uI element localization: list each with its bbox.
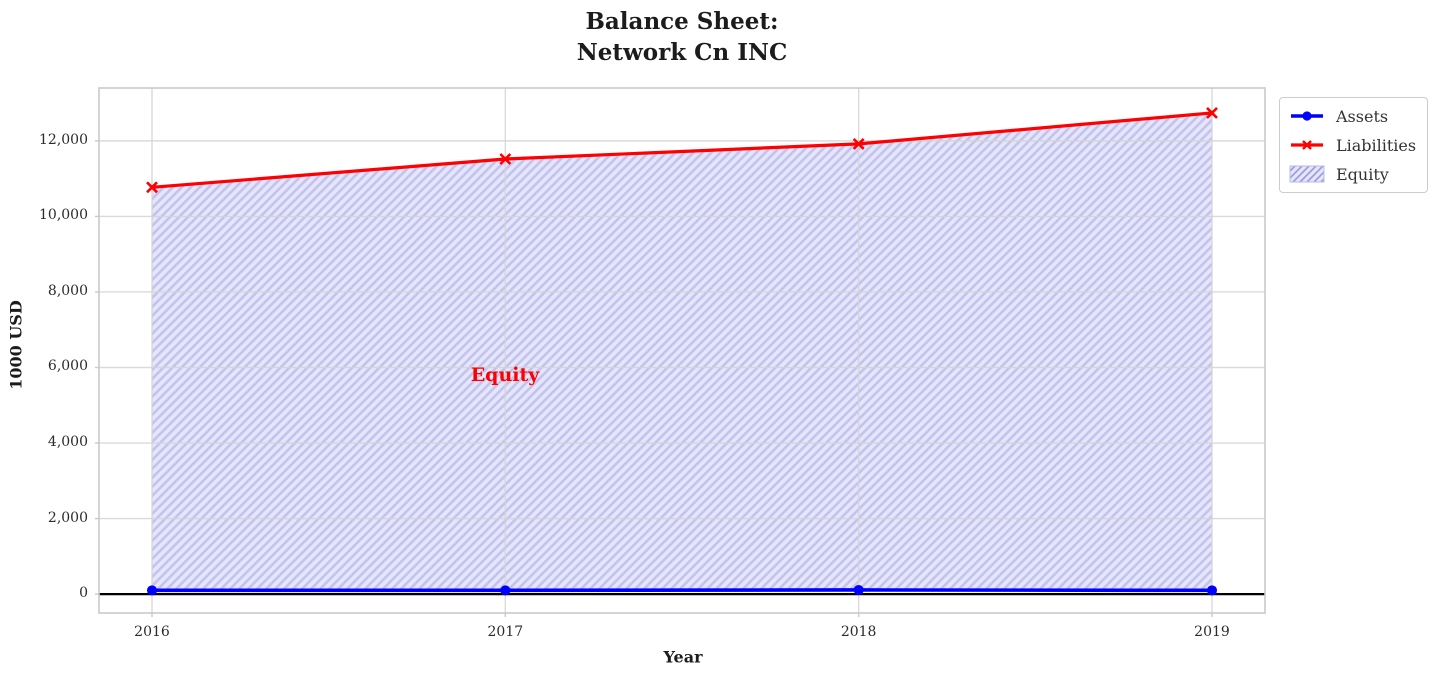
y-tick-label: 12,000 [39, 131, 88, 148]
liabilities-line [151, 111, 1213, 189]
x-tick-label: 2018 [840, 624, 877, 640]
liabilities-marker [1206, 107, 1218, 119]
legend-item-liabilities: Liabilities [1289, 134, 1416, 156]
x-tick-label: 2017 [487, 624, 524, 640]
assets-marker [147, 585, 157, 596]
x-tick-label: 2016 [134, 624, 170, 640]
assets-line-swatch-icon [1291, 111, 1323, 121]
equity-area [152, 112, 1212, 591]
assets-marker [853, 584, 864, 595]
x-axis-label: Year [663, 647, 703, 667]
y-axis-label: 1000 USD [6, 300, 26, 390]
y-tick-label: 4,000 [47, 434, 88, 451]
chart-title-line2: Network Cn INC [576, 39, 788, 66]
chart-title-line1: Balance Sheet: [585, 8, 779, 35]
y-tick-label: 10,000 [39, 207, 88, 224]
y-tick-label: 0 [79, 585, 88, 602]
equity-area-layer [152, 112, 1212, 591]
legend-label-assets: Assets [1336, 106, 1389, 126]
y-tick-label: 6,000 [47, 358, 88, 375]
axes-frame [98, 87, 1266, 614]
liabilities-marker [499, 153, 512, 165]
legend-label-equity: Equity [1336, 164, 1389, 184]
legend: Assets Liabilities Equity [1279, 97, 1429, 193]
liabilities-line-swatch-icon [1291, 140, 1323, 150]
liabilities-marker [852, 137, 865, 150]
assets-marker [1207, 585, 1217, 596]
equity-annotation: Equity [470, 364, 540, 386]
legend-item-equity: Equity [1289, 163, 1416, 185]
x-tick-label: 2019 [1194, 624, 1230, 640]
series-layer [99, 107, 1265, 596]
axes-frame-layer [95, 87, 1266, 617]
legend-label-liabilities: Liabilities [1336, 135, 1417, 155]
equity-patch-swatch-icon [1289, 165, 1325, 183]
y-tick-label: 2,000 [47, 509, 88, 526]
legend-item-assets: Assets [1289, 105, 1416, 127]
y-tick-label: 8,000 [47, 282, 88, 299]
chart-title: Balance Sheet: Network Cn INC [577, 6, 788, 68]
liabilities-marker [146, 181, 158, 194]
assets-marker [500, 585, 511, 596]
